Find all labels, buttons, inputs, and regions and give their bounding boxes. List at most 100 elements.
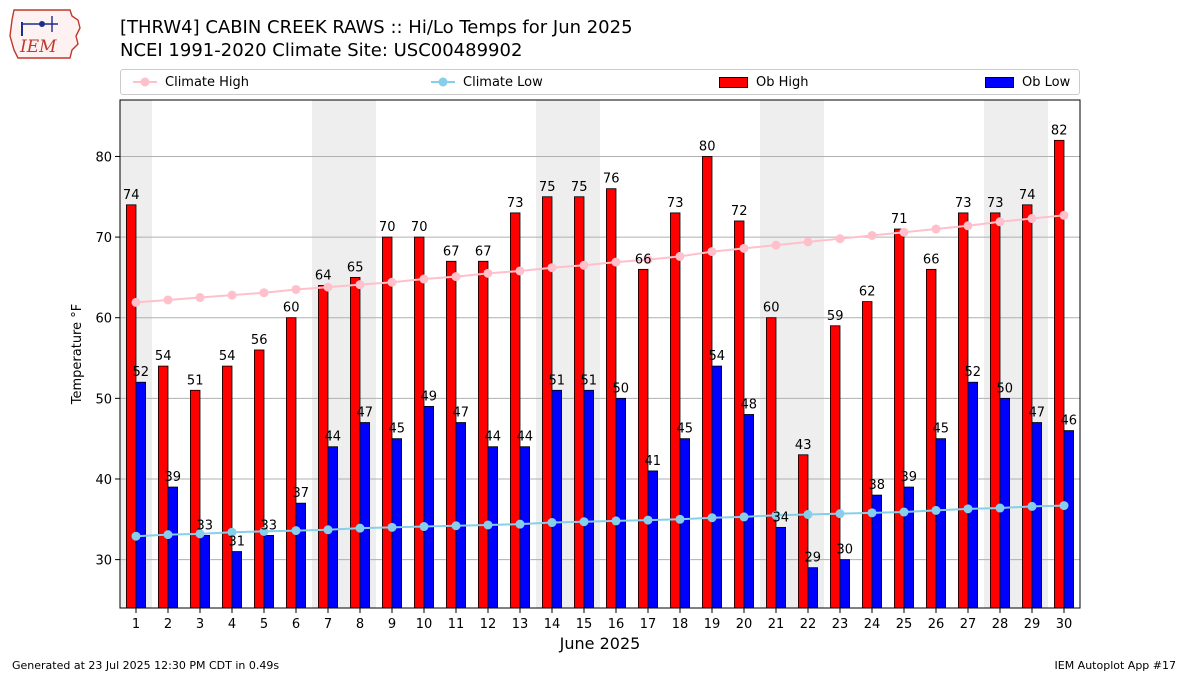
ob-low-label: 50 bbox=[997, 381, 1014, 396]
x-tick-label: 4 bbox=[228, 617, 236, 632]
ob-high-label: 54 bbox=[219, 349, 236, 364]
climate-low-point bbox=[547, 518, 557, 528]
ob-low-label: 33 bbox=[197, 518, 214, 533]
climate-high-point bbox=[291, 284, 301, 294]
ob-high-bar bbox=[798, 454, 809, 609]
x-tick-label: 24 bbox=[864, 617, 881, 632]
ob-high-bar bbox=[221, 365, 233, 609]
climate-low-point bbox=[707, 513, 717, 523]
ob-low-bar bbox=[647, 470, 659, 609]
ob-high-label: 76 bbox=[603, 172, 620, 187]
climate-high-point bbox=[1059, 210, 1069, 220]
climate-low-point bbox=[515, 519, 525, 529]
ob-low-bar bbox=[231, 551, 243, 609]
ob-low-bar bbox=[775, 526, 787, 609]
ob-low-label: 39 bbox=[165, 470, 182, 485]
climate-high-point bbox=[899, 227, 909, 237]
ob-high-label: 54 bbox=[155, 349, 172, 364]
ob-low-bar bbox=[743, 414, 755, 609]
ob-high-bar bbox=[990, 212, 1001, 609]
ob-low-bar bbox=[295, 502, 307, 609]
ob-high-label: 59 bbox=[827, 309, 844, 324]
ob-high-label: 65 bbox=[347, 260, 364, 275]
climate-high-point bbox=[131, 297, 141, 307]
footer-app: IEM Autoplot App #17 bbox=[1054, 659, 1177, 672]
ob-low-bar bbox=[135, 381, 147, 609]
ob-low-label: 44 bbox=[485, 430, 502, 445]
legend-item-climate-high: Climate High bbox=[133, 70, 249, 94]
climate-high-point bbox=[387, 277, 397, 287]
climate-high-line-icon bbox=[133, 77, 157, 87]
climate-high-point bbox=[771, 240, 781, 250]
ob-high-bar bbox=[958, 212, 969, 609]
climate-high-point bbox=[803, 237, 813, 247]
x-tick-label: 20 bbox=[736, 617, 753, 632]
x-tick-label: 7 bbox=[324, 617, 332, 632]
ob-low-bar bbox=[807, 567, 819, 609]
ob-low-label: 30 bbox=[837, 543, 854, 558]
ob-low-label: 45 bbox=[677, 422, 694, 437]
ob-high-bar bbox=[862, 301, 873, 609]
climate-high-point bbox=[835, 234, 845, 244]
climate-high-point bbox=[163, 295, 173, 305]
climate-high-point bbox=[643, 255, 653, 265]
ob-high-bar bbox=[574, 196, 585, 609]
ob-low-label: 52 bbox=[965, 365, 982, 380]
climate-low-point bbox=[131, 531, 141, 541]
ob-high-label: 73 bbox=[667, 196, 684, 211]
ob-low-label: 47 bbox=[357, 406, 374, 421]
ob-low-label: 41 bbox=[645, 454, 662, 469]
x-tick-label: 8 bbox=[356, 617, 364, 632]
ob-low-label: 49 bbox=[421, 389, 438, 404]
climate-low-point bbox=[611, 516, 621, 526]
x-tick-label: 3 bbox=[196, 617, 204, 632]
ob-low-label: 47 bbox=[1029, 406, 1046, 421]
ob-high-label: 70 bbox=[411, 220, 428, 235]
ob-low-label: 51 bbox=[549, 373, 566, 388]
ob-low-bar bbox=[359, 422, 371, 609]
climate-low-point bbox=[451, 521, 461, 531]
climate-high-point bbox=[995, 217, 1005, 227]
legend-label: Ob Low bbox=[1022, 74, 1071, 90]
ob-low-label: 45 bbox=[389, 422, 406, 437]
x-tick-label: 15 bbox=[576, 617, 593, 632]
legend-item-ob-high: Ob High bbox=[719, 70, 809, 94]
ob-high-bar bbox=[894, 228, 905, 609]
x-tick-label: 27 bbox=[960, 617, 977, 632]
climate-low-point bbox=[483, 520, 493, 530]
climate-low-point bbox=[1059, 501, 1069, 511]
climate-low-point bbox=[899, 507, 909, 517]
climate-low-point bbox=[867, 508, 877, 518]
ob-low-bar bbox=[839, 559, 851, 609]
ob-high-label: 80 bbox=[699, 139, 716, 154]
x-tick-label: 29 bbox=[1024, 617, 1041, 632]
ob-high-bar bbox=[830, 325, 841, 609]
ob-high-bar bbox=[413, 236, 425, 609]
ob-low-label: 38 bbox=[869, 478, 886, 493]
climate-low-point bbox=[1027, 501, 1037, 511]
ob-high-label: 62 bbox=[859, 285, 876, 300]
ob-high-label: 60 bbox=[283, 301, 300, 316]
climate-high-point bbox=[579, 260, 589, 270]
ob-high-bar bbox=[189, 389, 201, 609]
ob-low-bar bbox=[999, 397, 1011, 609]
ob-low-bar bbox=[199, 535, 211, 609]
ob-low-bar bbox=[551, 389, 563, 609]
climate-low-point bbox=[739, 512, 749, 522]
ob-high-bar bbox=[734, 220, 745, 609]
x-tick-label: 13 bbox=[512, 617, 529, 632]
climate-high-point bbox=[931, 224, 941, 234]
ob-high-label: 51 bbox=[187, 373, 204, 388]
x-tick-label: 23 bbox=[832, 617, 849, 632]
x-tick-label: 19 bbox=[704, 617, 721, 632]
ob-high-bar bbox=[606, 188, 617, 609]
ob-low-swatch-icon bbox=[985, 76, 1014, 88]
x-tick-label: 26 bbox=[928, 617, 945, 632]
climate-low-point bbox=[419, 522, 429, 532]
climate-low-point bbox=[643, 515, 653, 525]
footer-generated: Generated at 23 Jul 2025 12:30 PM CDT in… bbox=[12, 659, 280, 672]
ob-high-label: 75 bbox=[571, 180, 588, 195]
legend-item-ob-low: Ob Low bbox=[985, 70, 1070, 94]
ob-high-bar bbox=[542, 196, 553, 609]
